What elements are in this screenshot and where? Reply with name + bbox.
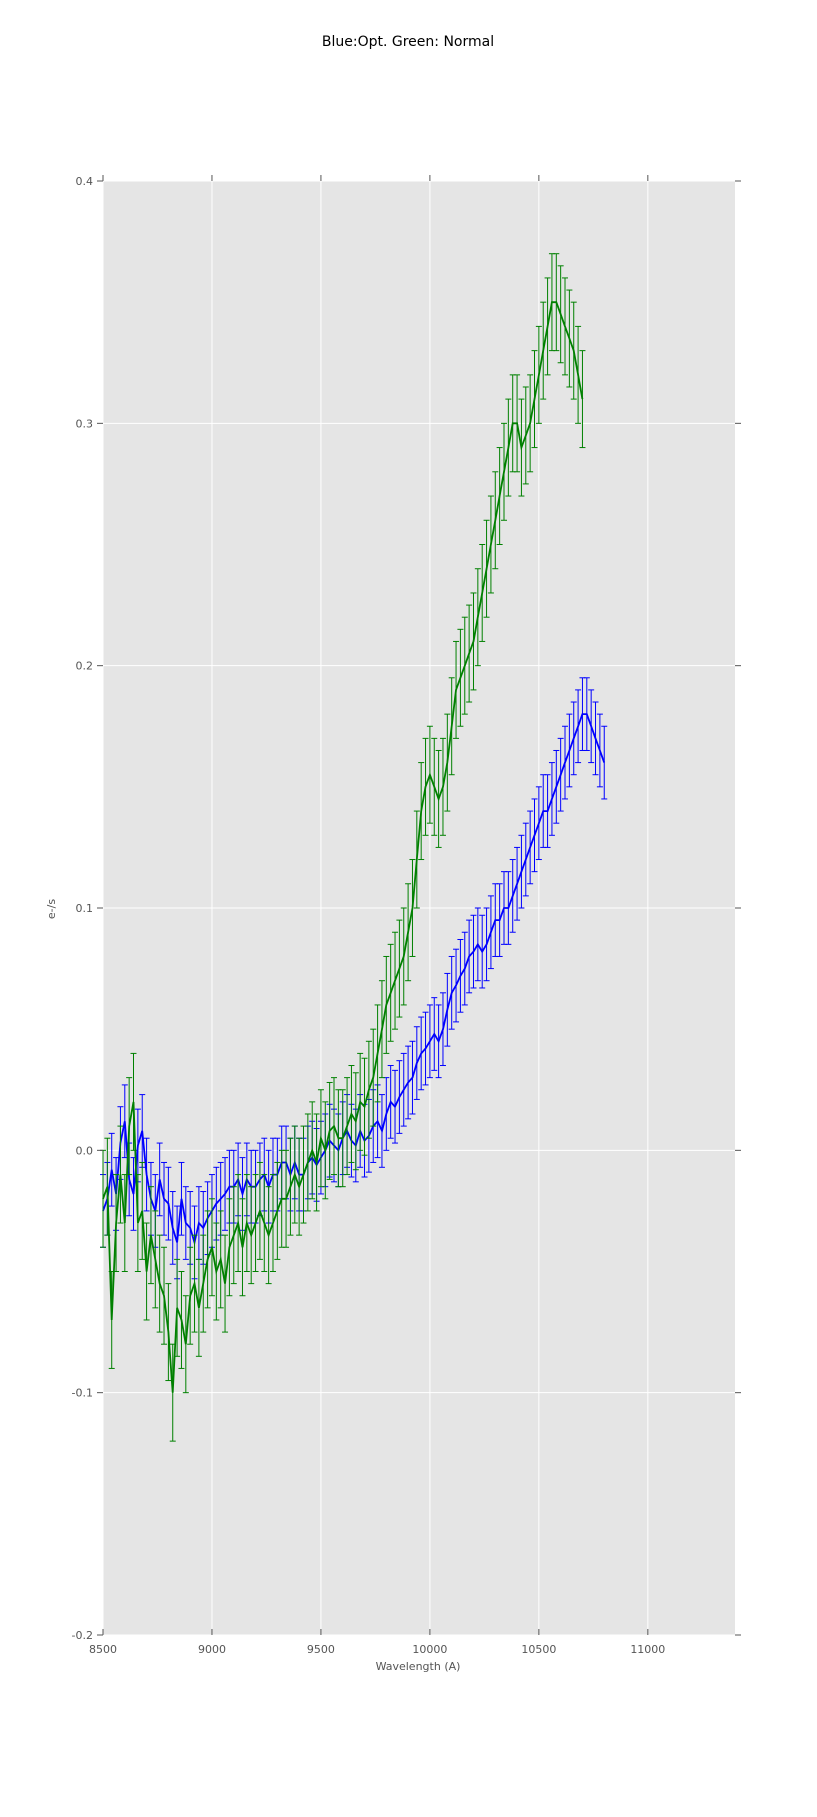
chart-title: Blue:Opt. Green: Normal [322,34,494,50]
series-1 [100,253,586,1442]
y-tick-label: -0.2 [72,1629,93,1642]
x-tick-label: 10500 [521,1643,556,1656]
y-tick-label: 0.3 [76,417,94,430]
y-axis-label: e-/s [45,899,58,919]
x-axis-label: Wavelength (A) [376,1660,461,1673]
ticks: 8500 9000 9500 10000 10500 11000 0.4 0.3 0.2 0.1 0… [72,175,741,1656]
x-tick-label: 9500 [307,1643,335,1656]
series-line [102,713,606,1246]
y-tick-label: 0.0 [76,1144,94,1157]
x-tick-label: 8500 [89,1643,117,1656]
y-tick-label: 0.1 [76,902,94,915]
series-layer [100,253,608,1442]
series-line [102,301,584,1393]
y-tick-label: 0.2 [76,660,94,673]
y-tick-label: 0.4 [76,175,94,188]
x-tick-label: 9000 [198,1643,226,1656]
x-tick-label: 11000 [630,1643,665,1656]
y-tick-label: -0.1 [72,1387,93,1400]
x-tick-label: 10000 [412,1643,447,1656]
